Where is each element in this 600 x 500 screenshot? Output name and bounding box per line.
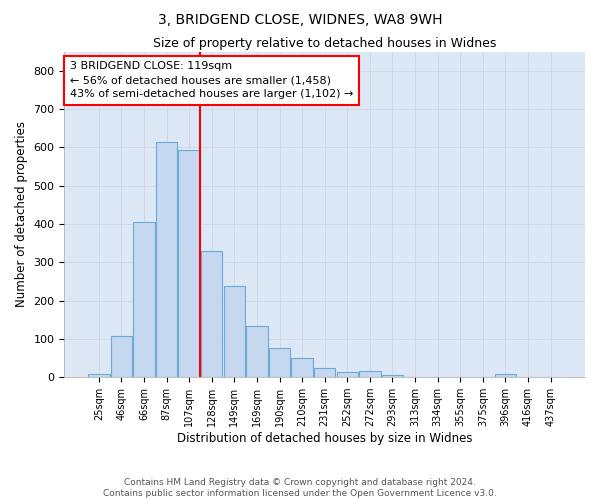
Bar [88, 374, 110, 377]
Y-axis label: Number of detached properties: Number of detached properties [15, 122, 28, 308]
Bar [269, 348, 290, 377]
Text: 3, BRIDGEND CLOSE, WIDNES, WA8 9WH: 3, BRIDGEND CLOSE, WIDNES, WA8 9WH [158, 12, 442, 26]
Title: Size of property relative to detached houses in Widnes: Size of property relative to detached ho… [153, 38, 496, 51]
Text: 3 BRIDGEND CLOSE: 119sqm
← 56% of detached houses are smaller (1,458)
43% of sem: 3 BRIDGEND CLOSE: 119sqm ← 56% of detach… [70, 62, 353, 100]
Bar [110, 336, 132, 377]
Text: Contains HM Land Registry data © Crown copyright and database right 2024.
Contai: Contains HM Land Registry data © Crown c… [103, 478, 497, 498]
X-axis label: Distribution of detached houses by size in Widnes: Distribution of detached houses by size … [177, 432, 472, 445]
Bar [292, 358, 313, 377]
Bar [337, 372, 358, 377]
Bar [133, 222, 155, 377]
Bar [382, 376, 403, 377]
Bar [224, 286, 245, 377]
Bar [178, 150, 200, 377]
Bar [494, 374, 516, 377]
Bar [246, 326, 268, 377]
Bar [201, 251, 223, 377]
Bar [156, 142, 177, 377]
Bar [314, 368, 335, 377]
Bar [359, 370, 380, 377]
